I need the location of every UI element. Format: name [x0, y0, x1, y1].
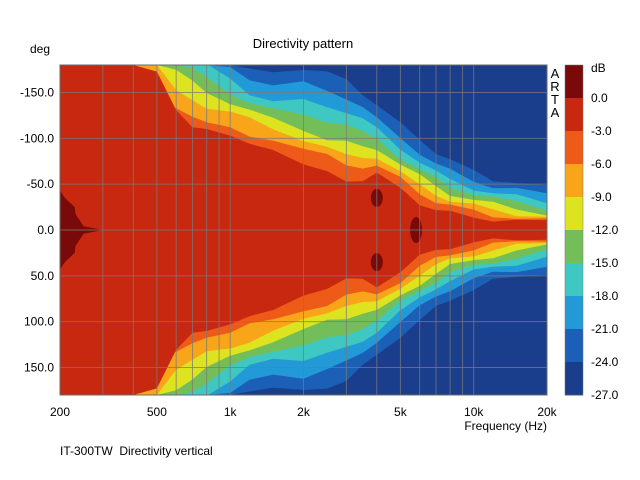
y-tick-label: -150.0 — [20, 86, 54, 100]
y-tick-label: 0.0 — [37, 223, 54, 237]
colorbar-swatch — [565, 164, 583, 198]
watermark-letter: T — [551, 92, 559, 107]
colorbar-swatch — [565, 98, 583, 132]
colorbar-swatch — [565, 131, 583, 165]
colorbar-frame — [564, 64, 584, 396]
colorbar-swatch — [565, 329, 583, 363]
colorbar-label: -27.0 — [591, 388, 619, 402]
colorbar-swatch — [565, 263, 583, 297]
x-tick-label: 500 — [147, 405, 167, 419]
plot-frame — [59, 64, 548, 396]
x-tick-label: 1k — [224, 405, 238, 419]
colorbar-label: -15.0 — [591, 256, 619, 270]
watermark-letter: A — [551, 105, 560, 120]
colorbar-swatch — [565, 65, 583, 99]
y-tick-label: -50.0 — [27, 177, 55, 191]
x-tick-label: 200 — [50, 405, 70, 419]
y-tick-label: 150.0 — [24, 361, 54, 375]
y-tick-labels: -150.0 -100.0 -50.0 0.0 50.0 100.0 150.0 — [20, 86, 54, 375]
x-tick-label: 5k — [394, 405, 408, 419]
colorbar-swatch — [565, 197, 583, 231]
colorbar-swatch — [565, 230, 583, 264]
y-tick-label: -100.0 — [20, 131, 54, 145]
colorbar-label: -18.0 — [591, 289, 619, 303]
colorbar-swatch — [565, 362, 583, 396]
x-axis-label: Frequency (Hz) — [464, 419, 547, 433]
watermark-letter: R — [550, 79, 559, 94]
grid-lines — [60, 65, 547, 395]
colorbar: 0.0 -3.0 -6.0 -9.0 -12.0 -15.0 -18.0 -21.0 -24.0… — [564, 64, 619, 402]
colorbar-unit: dB — [591, 61, 606, 75]
x-tick-label: 10k — [464, 405, 484, 419]
watermark-letter: A — [551, 66, 560, 81]
chart-title: Directivity pattern — [253, 36, 353, 51]
x-tick-label: 2k — [297, 405, 311, 419]
colorbar-label: -3.0 — [591, 124, 612, 138]
x-tick-label: 20k — [537, 405, 557, 419]
y-axis-label: deg — [30, 42, 50, 56]
colorbar-label: -21.0 — [591, 322, 619, 336]
colorbar-label: 0.0 — [591, 91, 608, 105]
y-tick-label: 50.0 — [31, 269, 55, 283]
colorbar-label: -24.0 — [591, 355, 619, 369]
colorbar-label: -12.0 — [591, 223, 619, 237]
caption: IT-300TW Directivity vertical — [60, 444, 213, 458]
colorbar-label: -6.0 — [591, 157, 612, 171]
colorbar-swatch — [565, 296, 583, 330]
x-tick-labels: 200 500 1k 2k 5k 10k 20k — [50, 405, 558, 419]
y-tick-label: 100.0 — [24, 315, 54, 329]
colorbar-label: -9.0 — [591, 190, 612, 204]
